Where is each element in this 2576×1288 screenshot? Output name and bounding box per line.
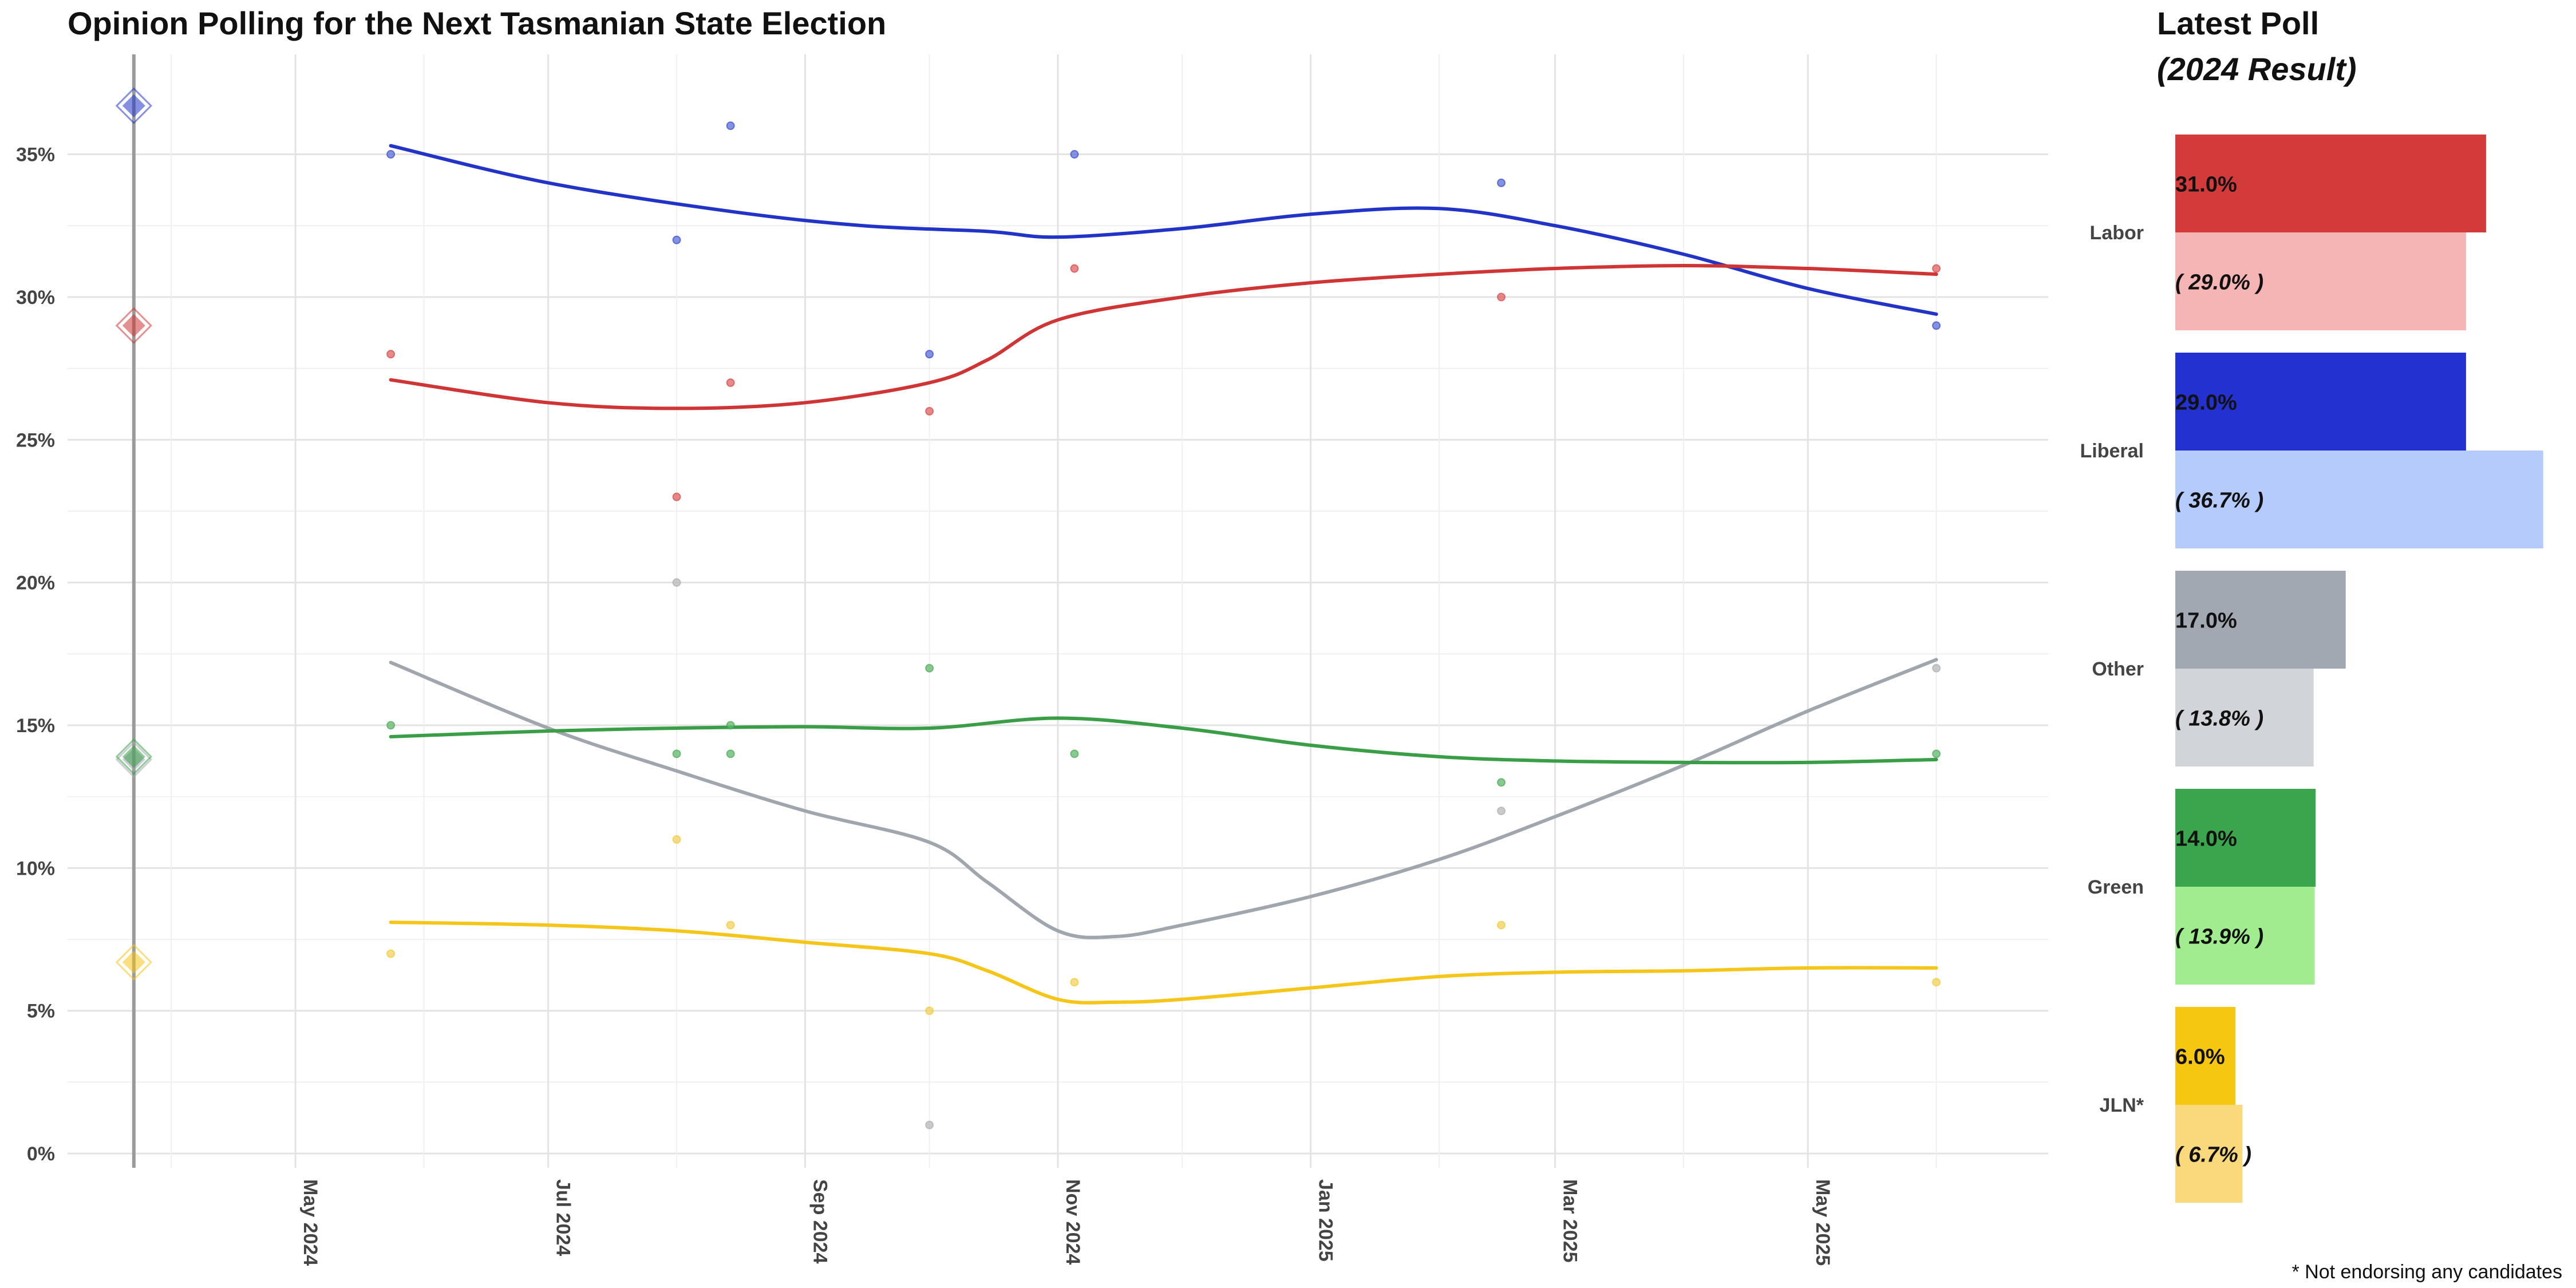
trend-line-green bbox=[389, 716, 1938, 765]
result-2024-bar bbox=[2175, 887, 2315, 985]
trend-line-other bbox=[389, 658, 1938, 939]
x-tick-label: Sep 2024 bbox=[809, 1179, 831, 1264]
poll-point bbox=[672, 235, 681, 244]
y-tick-label: 20% bbox=[16, 572, 55, 594]
poll-point bbox=[1932, 978, 1941, 987]
election-result-diamond-outline bbox=[115, 307, 152, 344]
x-tick-label: May 2025 bbox=[1812, 1179, 1834, 1266]
poll-point bbox=[726, 920, 735, 930]
poll-point bbox=[1497, 178, 1506, 187]
poll-point bbox=[1070, 264, 1079, 273]
poll-point bbox=[1932, 264, 1941, 273]
chart-title: Opinion Polling for the Next Tasmanian S… bbox=[68, 5, 887, 41]
poll-point bbox=[925, 663, 934, 673]
x-tick-label: Mar 2025 bbox=[1559, 1179, 1581, 1263]
x-tick-label: Jan 2025 bbox=[1315, 1179, 1337, 1262]
latest-poll-value-label: 14.0% bbox=[2175, 827, 2237, 851]
latest-poll-value-label: 6.0% bbox=[2175, 1045, 2225, 1069]
y-tick-label: 5% bbox=[27, 1001, 55, 1022]
grid-lines bbox=[68, 54, 2048, 1168]
latest-poll-bar bbox=[2175, 135, 2486, 232]
result-2024-value-label: ( 36.7% ) bbox=[2175, 489, 2263, 513]
x-tick-label: Jul 2024 bbox=[552, 1179, 574, 1256]
poll-point bbox=[1070, 150, 1079, 159]
election-date-marker bbox=[115, 54, 152, 1168]
election-result-diamond-outline bbox=[115, 943, 152, 981]
party-label: JLN* bbox=[2100, 1095, 2144, 1116]
poll-point bbox=[672, 835, 681, 844]
latest-poll-bars: Labor 31.0% ( 29.0% ) Liberal 29.0% ( 36.7% )… bbox=[2080, 135, 2543, 1203]
poll-point bbox=[1070, 978, 1079, 987]
y-tick-label: 35% bbox=[16, 144, 55, 166]
election-result-diamond-outline bbox=[115, 87, 152, 124]
trend-line-labor bbox=[389, 264, 1938, 410]
poll-point bbox=[1070, 749, 1079, 758]
poll-point bbox=[386, 350, 396, 359]
latest-poll-bar bbox=[2175, 1007, 2236, 1105]
x-axis-ticks: May 2024 Jul 2024 Sep 2024 Nov 2024 Jan 2025… bbox=[299, 1179, 1834, 1266]
latest-poll-value-label: 31.0% bbox=[2175, 173, 2237, 197]
trend-line-liberal bbox=[389, 144, 1938, 316]
election-result-diamond bbox=[122, 950, 145, 974]
poll-point bbox=[925, 350, 934, 359]
poll-point bbox=[1497, 920, 1506, 930]
poll-point bbox=[672, 492, 681, 501]
y-tick-label: 15% bbox=[16, 715, 55, 737]
latest-poll-bar bbox=[2175, 571, 2346, 669]
poll-point bbox=[1497, 807, 1506, 816]
poll-point bbox=[672, 578, 681, 587]
poll-point bbox=[1497, 293, 1506, 302]
poll-point bbox=[925, 1006, 934, 1016]
election-result-diamond bbox=[122, 314, 145, 337]
result-2024-value-label: ( 13.9% ) bbox=[2175, 925, 2263, 949]
result-2024-bar bbox=[2175, 451, 2543, 548]
party-label: Labor bbox=[2090, 222, 2144, 244]
party-label: Other bbox=[2092, 658, 2144, 680]
poll-point bbox=[1932, 749, 1941, 758]
poll-point bbox=[386, 150, 396, 159]
latest-poll-bar bbox=[2175, 353, 2466, 451]
poll-point bbox=[726, 121, 735, 131]
poll-point bbox=[925, 406, 934, 416]
election-result-diamond-outline bbox=[115, 738, 152, 775]
x-tick-label: May 2024 bbox=[299, 1179, 321, 1266]
trend-lines bbox=[389, 144, 1938, 1005]
poll-point bbox=[726, 378, 735, 388]
poll-point bbox=[726, 721, 735, 730]
result-2024-value-label: ( 13.8% ) bbox=[2175, 707, 2263, 731]
poll-point bbox=[1497, 778, 1506, 787]
result-2024-bar bbox=[2175, 232, 2466, 330]
side-panel-subtitle: (2024 Result) bbox=[2157, 51, 2357, 87]
election-result-diamond-outline bbox=[115, 741, 152, 778]
latest-poll-value-label: 17.0% bbox=[2175, 609, 2237, 633]
poll-point bbox=[672, 749, 681, 758]
latest-poll-value-label: 29.0% bbox=[2175, 391, 2237, 415]
poll-point bbox=[386, 949, 396, 958]
party-label: Green bbox=[2088, 876, 2144, 898]
result-2024-bar bbox=[2175, 669, 2314, 767]
party-label: Liberal bbox=[2080, 440, 2144, 462]
x-tick-label: Nov 2024 bbox=[1062, 1179, 1084, 1265]
footnote: * Not endorsing any candidates bbox=[2291, 1261, 2562, 1283]
result-2024-value-label: ( 6.7% ) bbox=[2175, 1143, 2251, 1167]
y-axis-ticks: 0% 5% 10% 15% 20% 25% 30% 35% bbox=[16, 144, 55, 1165]
election-result-diamond bbox=[122, 745, 145, 768]
y-tick-label: 25% bbox=[16, 429, 55, 451]
trend-line-jln bbox=[389, 920, 1938, 1005]
election-result-diamond bbox=[122, 94, 145, 117]
poll-point bbox=[1932, 663, 1941, 673]
y-tick-label: 30% bbox=[16, 287, 55, 309]
poll-point bbox=[386, 721, 396, 730]
poll-point bbox=[726, 749, 735, 758]
poll-points bbox=[386, 121, 1941, 1129]
result-2024-bar bbox=[2175, 1105, 2243, 1203]
y-tick-label: 0% bbox=[27, 1143, 55, 1165]
latest-poll-bar bbox=[2175, 789, 2316, 887]
y-tick-label: 10% bbox=[16, 858, 55, 879]
poll-point bbox=[1932, 321, 1941, 330]
poll-point bbox=[925, 1120, 934, 1129]
result-2024-value-label: ( 29.0% ) bbox=[2175, 271, 2263, 295]
side-panel-title: Latest Poll bbox=[2157, 5, 2320, 41]
